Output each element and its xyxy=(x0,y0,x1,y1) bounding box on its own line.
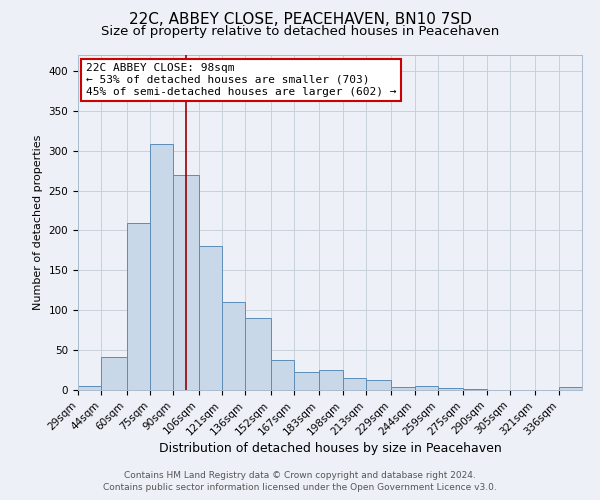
Bar xyxy=(559,387,582,390)
Bar xyxy=(173,174,199,390)
Bar xyxy=(366,380,391,390)
Y-axis label: Number of detached properties: Number of detached properties xyxy=(33,135,43,310)
Bar xyxy=(463,389,487,390)
Bar xyxy=(78,386,101,390)
Bar xyxy=(343,378,366,390)
Bar xyxy=(245,318,271,390)
Bar xyxy=(150,144,173,390)
Bar xyxy=(127,222,150,390)
X-axis label: Distribution of detached houses by size in Peacehaven: Distribution of detached houses by size … xyxy=(158,442,502,455)
Bar xyxy=(199,246,222,390)
Bar xyxy=(222,302,245,390)
Bar xyxy=(271,360,294,390)
Bar xyxy=(391,387,415,390)
Bar xyxy=(438,388,463,390)
Bar xyxy=(415,386,438,390)
Text: 22C, ABBEY CLOSE, PEACEHAVEN, BN10 7SD: 22C, ABBEY CLOSE, PEACEHAVEN, BN10 7SD xyxy=(128,12,472,28)
Bar xyxy=(294,372,319,390)
Bar xyxy=(101,356,127,390)
Text: Size of property relative to detached houses in Peacehaven: Size of property relative to detached ho… xyxy=(101,25,499,38)
Text: Contains HM Land Registry data © Crown copyright and database right 2024.
Contai: Contains HM Land Registry data © Crown c… xyxy=(103,471,497,492)
Bar xyxy=(319,370,343,390)
Text: 22C ABBEY CLOSE: 98sqm
← 53% of detached houses are smaller (703)
45% of semi-de: 22C ABBEY CLOSE: 98sqm ← 53% of detached… xyxy=(86,64,396,96)
